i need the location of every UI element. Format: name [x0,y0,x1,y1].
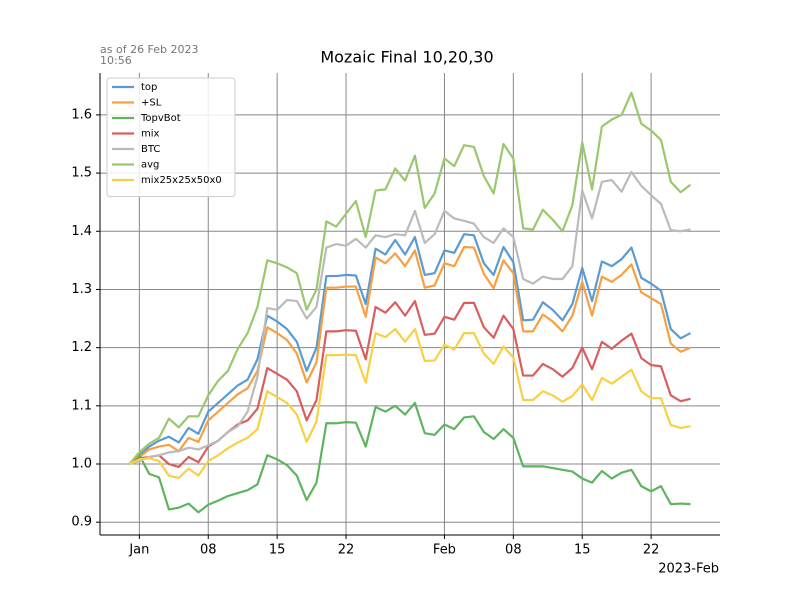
x-offset-label: 2023-Feb [658,562,719,577]
legend-label: mix25x25x50x0 [141,175,222,186]
x-tick-label: Feb [433,543,456,558]
legend: top +SL TopvBot mix BTC avg mix25x25x50x0 [106,77,236,197]
series-line [129,327,691,480]
y-tick-label: 1.3 [71,282,92,297]
x-tick-label: Jan [128,543,149,558]
legend-box [106,77,236,197]
y-tick-label: 1.6 [71,107,92,122]
legend-label: BTC [141,144,160,155]
x-tick-label: 08 [200,543,217,558]
series-line [129,170,691,466]
series-line [128,233,691,465]
legend-label: mix [141,129,160,140]
annotation: 10:56 [100,54,132,67]
series-line [128,91,692,465]
x-tick-label: 08 [505,543,522,558]
legend-label: avg [141,160,159,171]
x-tick-label: 15 [574,543,591,558]
y-tick-label: 0.9 [71,515,92,530]
x-tick-label: 15 [269,543,286,558]
y-tick-label: 1.1 [71,398,92,413]
chart-title: Mozaic Final 10,20,30 [320,48,493,67]
x-tick-label: 22 [643,543,660,558]
legend-label: top [141,82,157,93]
plot-area: 0.9 1.0 1.1 1.2 1.3 1.4 1.5 1.6 Jan 08 15 22 Feb 08 15… [71,73,720,558]
series-line [128,245,691,465]
series-line [128,401,691,514]
y-tick-label: 1.0 [71,457,92,472]
x-tick-label: 22 [338,543,355,558]
y-tick-label: 1.2 [71,340,92,355]
y-tick-label: 1.5 [71,166,92,181]
legend-label: +SL [141,98,162,109]
annotation: as of 26 Feb 2023 [100,43,199,56]
legend-label: TopvBot [140,113,181,124]
y-tick-label: 1.4 [71,224,92,239]
